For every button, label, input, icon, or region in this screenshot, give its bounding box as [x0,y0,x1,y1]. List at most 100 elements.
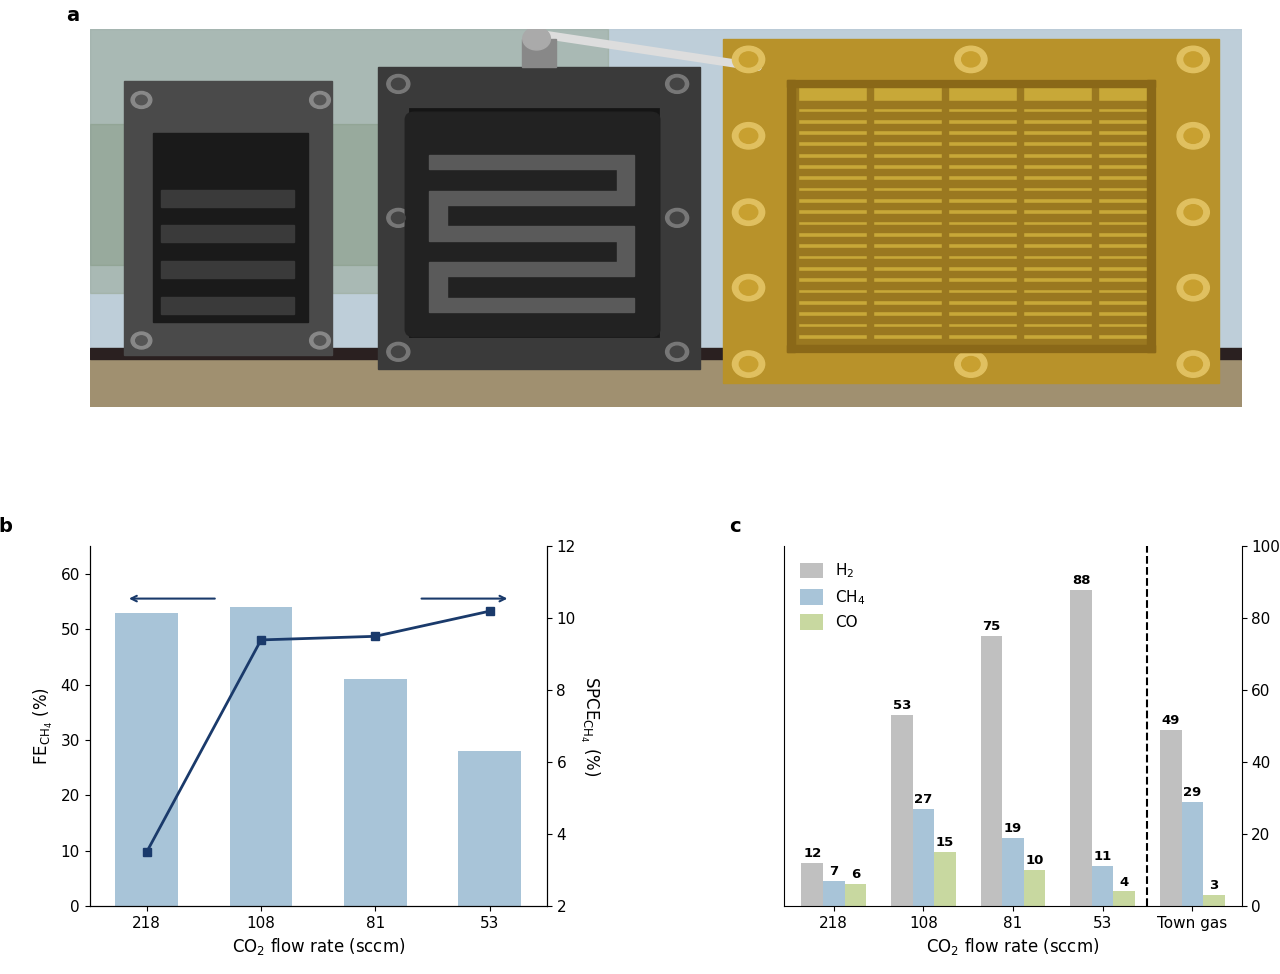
Bar [378,67,700,369]
Circle shape [392,78,406,90]
Circle shape [1184,205,1202,220]
Circle shape [955,351,987,377]
Bar [90,124,493,265]
Text: 53: 53 [892,699,911,713]
Text: 88: 88 [1071,574,1091,586]
Circle shape [1178,199,1210,225]
Bar [430,191,635,205]
FancyBboxPatch shape [406,112,660,337]
Bar [792,134,1149,141]
Text: 75: 75 [982,620,1001,633]
Bar [90,29,1242,348]
Bar [430,298,635,313]
Bar [792,305,1149,312]
Bar [792,124,1149,131]
Bar [934,852,956,906]
Bar [1024,870,1046,906]
Bar [154,133,308,321]
Circle shape [315,95,325,104]
Bar [792,169,1149,175]
Bar [942,87,947,345]
Circle shape [392,212,406,223]
Bar [786,80,1156,352]
Circle shape [387,343,410,361]
Bar [430,226,635,241]
Y-axis label: FE$_{\mathrm{CH_4}}$ (%): FE$_{\mathrm{CH_4}}$ (%) [32,688,55,766]
Circle shape [732,46,764,73]
Circle shape [1184,356,1202,372]
Bar [617,169,635,191]
Text: a: a [67,7,79,25]
Circle shape [1184,52,1202,67]
Circle shape [315,336,325,345]
Circle shape [666,74,689,94]
Circle shape [732,351,764,377]
Bar [1070,589,1092,906]
Bar [801,863,823,906]
Circle shape [961,356,980,372]
Circle shape [387,208,410,227]
Circle shape [740,205,758,220]
Bar [792,316,1149,322]
Bar [792,203,1149,209]
Bar [229,608,292,906]
Circle shape [387,74,410,94]
Circle shape [671,212,684,223]
Legend: H$_2$, CH$_4$, CO: H$_2$, CH$_4$, CO [792,554,873,638]
Text: 3: 3 [1210,880,1219,892]
Bar [1203,895,1225,906]
Bar [792,293,1149,300]
Bar [792,237,1149,244]
Circle shape [310,332,330,349]
Text: 19: 19 [1004,822,1023,835]
Circle shape [131,92,152,108]
Bar [786,80,795,352]
Bar [458,751,521,906]
Bar [792,146,1149,153]
Text: 27: 27 [914,793,933,805]
Text: 12: 12 [803,846,822,860]
Bar [410,109,658,336]
Circle shape [671,78,684,90]
Bar [1092,866,1114,906]
Circle shape [732,275,764,301]
Text: 15: 15 [936,836,954,849]
Circle shape [1178,275,1210,301]
Circle shape [310,92,330,108]
Bar [1018,87,1023,345]
Circle shape [522,27,550,50]
Text: c: c [730,516,741,536]
Bar [868,87,873,345]
Bar [161,190,293,206]
X-axis label: CO$_2$ flow rate (sccm): CO$_2$ flow rate (sccm) [232,936,404,957]
Bar [792,158,1149,164]
Bar [823,880,845,906]
Text: 11: 11 [1093,850,1112,863]
Circle shape [732,123,764,149]
Bar [792,180,1149,187]
Bar [115,613,178,906]
Bar [1114,891,1135,906]
Bar [792,225,1149,232]
Bar [90,355,1242,406]
Bar [792,112,1149,119]
Bar [792,214,1149,221]
Text: 7: 7 [829,865,838,878]
Bar [124,81,332,355]
Circle shape [955,46,987,73]
Bar [786,80,1156,87]
Circle shape [1178,351,1210,377]
Circle shape [740,281,758,295]
Circle shape [666,343,689,361]
Bar [792,101,1149,107]
Text: 6: 6 [851,869,860,881]
Circle shape [740,129,758,143]
Y-axis label: SPCE$_{\mathrm{CH_4}}$ (%): SPCE$_{\mathrm{CH_4}}$ (%) [577,676,600,776]
Bar [723,39,1219,383]
Circle shape [1178,123,1210,149]
Bar [430,262,635,277]
Bar [161,261,293,279]
Bar [913,808,934,906]
Circle shape [740,52,758,67]
Circle shape [136,95,147,104]
